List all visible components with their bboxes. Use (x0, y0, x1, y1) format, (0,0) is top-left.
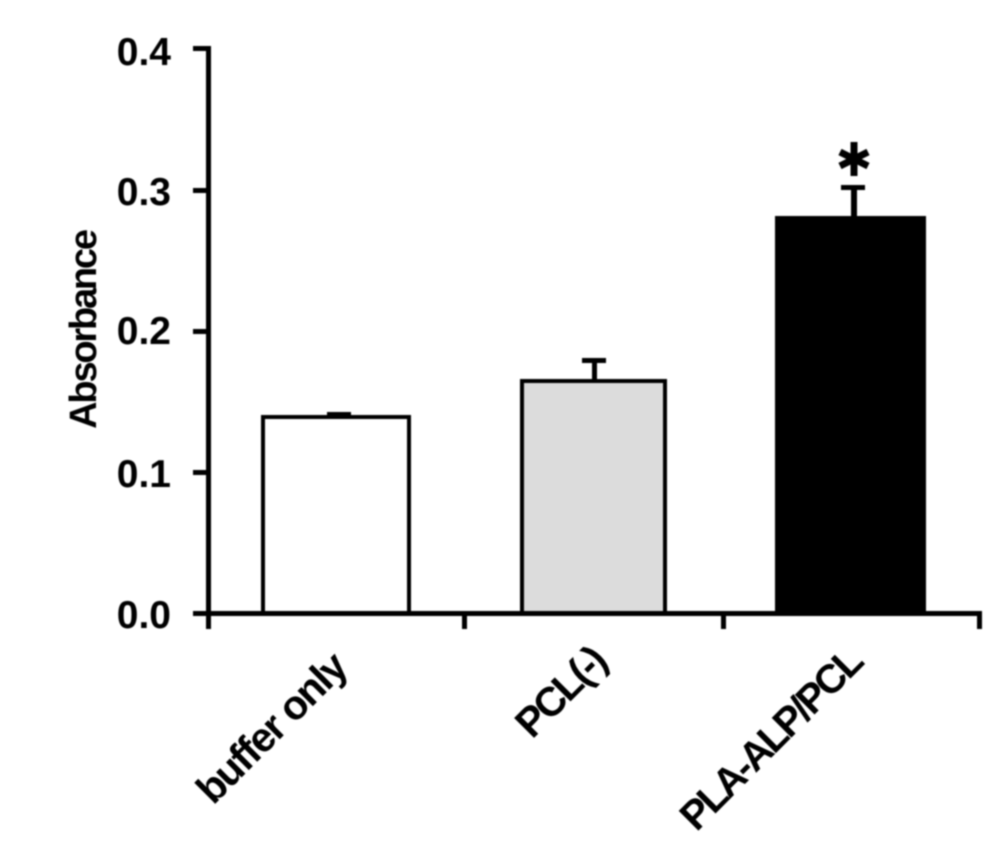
svg-text:0.1: 0.1 (117, 453, 171, 496)
svg-text:PCL(-): PCL(-) (506, 637, 615, 746)
svg-text:PLA-ALP/PCL: PLA-ALP/PCL (670, 637, 872, 839)
svg-text:0.0: 0.0 (117, 594, 171, 637)
svg-text:0.3: 0.3 (117, 171, 171, 214)
svg-text:0.2: 0.2 (117, 310, 171, 353)
svg-text:0.4: 0.4 (117, 31, 172, 74)
svg-text:buffer only: buffer only (187, 642, 357, 812)
svg-text:Absorbance: Absorbance (63, 230, 105, 429)
